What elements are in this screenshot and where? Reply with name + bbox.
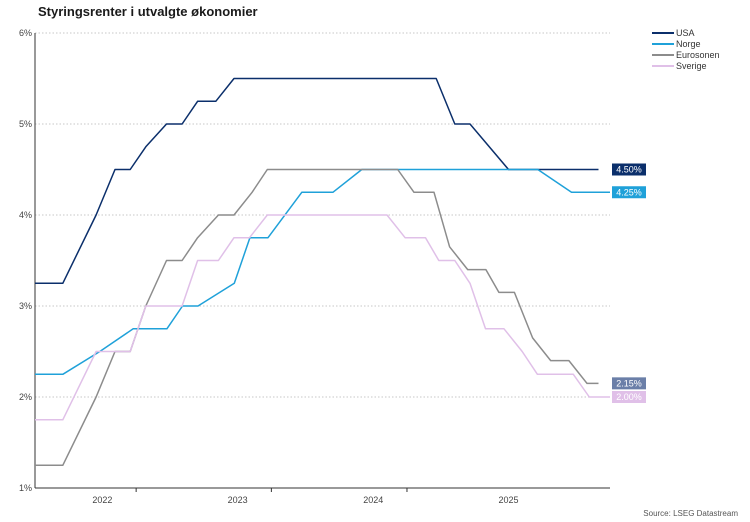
y-tick-label: 3%: [19, 301, 32, 311]
end-label-box-norge: [612, 186, 646, 199]
end-label-box-sverige: [612, 391, 646, 403]
legend-label-sverige: Sverige: [676, 61, 707, 71]
end-label-eurosonen: 2.15%: [616, 379, 642, 389]
end-label-sverige: 2.00%: [616, 392, 642, 402]
legend-label-norge: Norge: [676, 39, 701, 49]
series-line-sverige: [35, 214, 610, 421]
x-tick-label: 2024: [363, 495, 383, 505]
y-tick-label: 1%: [19, 483, 32, 493]
series-line-norge: [35, 168, 610, 376]
series-line-usa: [35, 77, 599, 285]
x-tick-label: 2025: [498, 495, 518, 505]
y-tick-label: 2%: [19, 392, 32, 402]
series-line-eurosonen: [35, 168, 599, 467]
x-tick-label: 2022: [92, 495, 112, 505]
end-label-norge: 4.25%: [616, 187, 642, 197]
y-tick-label: 5%: [19, 119, 32, 129]
y-tick-label: 4%: [19, 210, 32, 220]
legend-label-usa: USA: [676, 28, 695, 38]
end-label-box-usa: [612, 163, 646, 176]
chart-title: Styringsrenter i utvalgte økonomier: [38, 4, 258, 19]
end-label-box-eurosonen: [612, 377, 646, 390]
y-tick-label: 6%: [19, 28, 32, 38]
end-label-usa: 4.50%: [616, 165, 642, 175]
x-tick-label: 2023: [228, 495, 248, 505]
source-note: Source: LSEG Datastream: [643, 509, 738, 518]
legend-label-eurosonen: Eurosonen: [676, 50, 720, 60]
